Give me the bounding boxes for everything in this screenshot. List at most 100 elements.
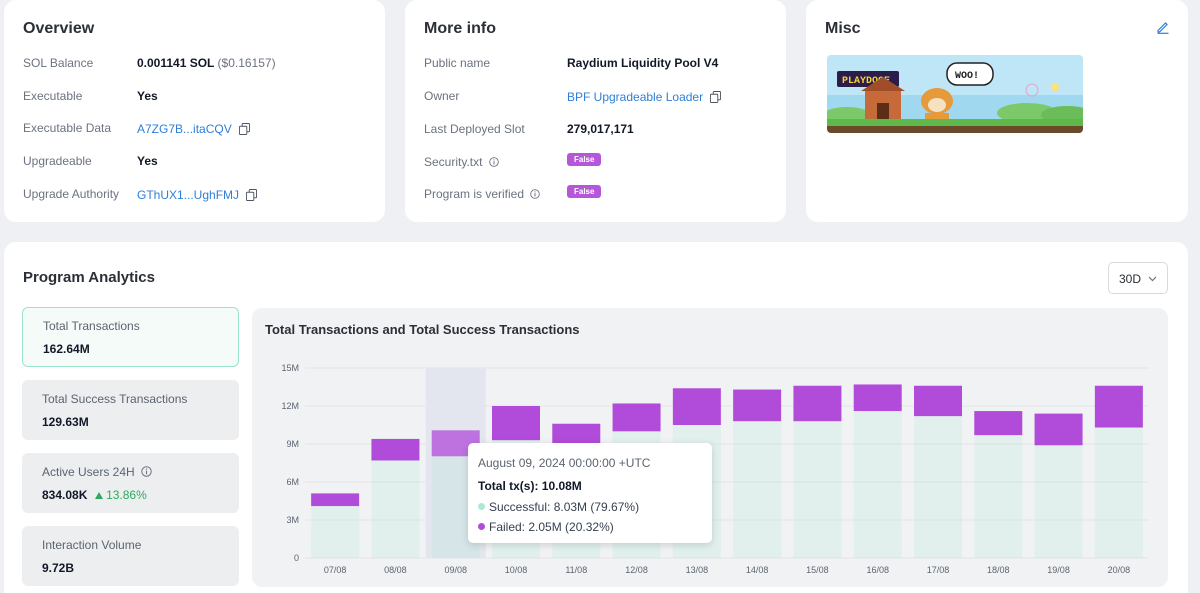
tooltip-date: August 09, 2024 00:00:00 +UTC [478, 456, 651, 470]
bar-successful [311, 506, 360, 558]
owner-value: BPF Upgradeable Loader [567, 90, 722, 104]
time-range-dropdown[interactable]: 30D [1108, 262, 1168, 294]
stat-value: 129.63M [42, 415, 89, 429]
transactions-chart-panel: Total Transactions and Total Success Tra… [252, 308, 1168, 587]
copy-icon[interactable] [710, 91, 722, 103]
x-tick-label: 18/08 [987, 565, 1010, 575]
owner-link[interactable]: BPF Upgradeable Loader [567, 90, 704, 104]
bar-failed [733, 389, 782, 422]
executable-label: Executable [23, 89, 83, 103]
y-tick-label: 9M [286, 439, 299, 449]
x-tick-label: 07/08 [324, 565, 347, 575]
y-tick-label: 0 [294, 553, 299, 563]
more-info-title: More info [424, 20, 496, 37]
stat-label: Interaction Volume [42, 538, 142, 552]
stat-active-users-24h[interactable]: Active Users 24H 834.08K 13.86% [22, 453, 239, 513]
bar-successful [974, 435, 1023, 558]
copy-icon[interactable] [239, 123, 251, 135]
bar-successful [914, 416, 962, 558]
program-verified-label: Program is verified [424, 187, 541, 201]
edit-icon[interactable] [1156, 20, 1170, 34]
tooltip-failed: Failed: 2.05M (20.32%) [478, 520, 614, 534]
last-deployed-slot-label: Last Deployed Slot [424, 122, 525, 136]
executable-data-value: A7ZG7B...itaCQV [137, 122, 251, 136]
tooltip-total: Total tx(s): 10.08M [478, 479, 582, 493]
x-tick-label: 09/08 [444, 565, 467, 575]
upgrade-authority-label: Upgrade Authority [23, 187, 120, 201]
bar-successful [733, 421, 782, 558]
bar-failed [1034, 413, 1083, 446]
misc-card: Misc PLAYDOGE WOO! [806, 0, 1188, 222]
bar-successful [853, 411, 902, 558]
executable-value: Yes [137, 89, 158, 103]
y-tick-label: 15M [281, 363, 299, 373]
bar-failed [371, 438, 420, 461]
x-tick-label: 10/08 [505, 565, 528, 575]
sol-balance-amount: 0.001141 SOL [137, 56, 215, 70]
stat-label: Total Transactions [43, 319, 140, 333]
x-tick-label: 20/08 [1108, 565, 1131, 575]
bar-failed [612, 403, 661, 432]
triangle-up-icon [94, 492, 103, 499]
chart-title: Total Transactions and Total Success Tra… [265, 322, 580, 337]
more-info-card: More info Public name Raydium Liquidity … [405, 0, 786, 222]
info-icon[interactable] [141, 466, 152, 477]
info-icon[interactable] [530, 189, 541, 199]
public-name-label: Public name [424, 56, 491, 70]
bar-failed [853, 384, 902, 412]
stat-label: Active Users 24H [42, 465, 135, 479]
sol-balance-label: SOL Balance [23, 56, 94, 70]
x-tick-label: 12/08 [625, 565, 648, 575]
x-tick-label: 17/08 [927, 565, 950, 575]
info-icon[interactable] [489, 157, 499, 167]
bar-failed [311, 493, 360, 507]
overview-title: Overview [23, 20, 95, 37]
overview-card: Overview SOL Balance 0.001141 SOL ($0.16… [4, 0, 385, 222]
playdoge-banner-image[interactable]: PLAYDOGE WOO! [827, 55, 1083, 133]
stat-value: 9.72B [42, 561, 75, 575]
x-tick-label: 11/08 [565, 565, 587, 575]
security-txt-label: Security.txt [424, 155, 499, 169]
program-analytics-title: Program Analytics [23, 269, 155, 286]
upgrade-authority-value: GThUX1...UghFMJ [137, 188, 258, 202]
y-tick-label: 12M [281, 401, 299, 411]
delta-up: 13.86% [94, 488, 147, 502]
stat-label-wrap: Active Users 24H [42, 465, 152, 479]
x-tick-label: 15/08 [806, 565, 829, 575]
public-name-value: Raydium Liquidity Pool V4 [567, 56, 719, 70]
upgrade-authority-link[interactable]: GThUX1...UghFMJ [137, 188, 240, 202]
woo-bubble-text: WOO! [955, 71, 979, 82]
stat-value: 162.64M [43, 342, 90, 356]
upgradeable-label: Upgradeable [23, 154, 92, 168]
security-txt-badge: False [567, 153, 602, 166]
playdoge-logo-text: PLAYDOGE [842, 76, 890, 87]
tooltip-successful-text: Successful: 8.03M (79.67%) [489, 500, 640, 514]
copy-icon[interactable] [246, 189, 258, 201]
stat-total-transactions[interactable]: Total Transactions 162.64M [22, 307, 239, 367]
delta-value: 13.86% [106, 488, 147, 502]
tooltip-successful: Successful: 8.03M (79.67%) [478, 500, 639, 514]
bar-successful [793, 421, 842, 558]
success-dot [478, 503, 485, 510]
tooltip-failed-text: Failed: 2.05M (20.32%) [489, 520, 614, 534]
sol-balance-usd: ($0.16157) [217, 56, 276, 70]
bar-failed [552, 423, 601, 446]
stat-value-wrap: 834.08K 13.86% [42, 488, 147, 502]
bar-successful [1094, 427, 1143, 558]
owner-label: Owner [424, 89, 460, 103]
last-deployed-slot-value: 279,017,171 [567, 122, 634, 136]
executable-data-link[interactable]: A7ZG7B...itaCQV [137, 122, 232, 136]
time-range-value: 30D [1119, 272, 1142, 286]
failed-dot [478, 523, 485, 530]
chevron-down-icon [1148, 276, 1157, 282]
bar-successful [1034, 445, 1083, 558]
bar-failed [974, 411, 1023, 436]
executable-data-label: Executable Data [23, 121, 112, 135]
stat-interaction-volume[interactable]: Interaction Volume 9.72B [22, 526, 239, 586]
stat-value: 834.08K [42, 488, 88, 502]
security-txt-text: Security.txt [424, 155, 483, 169]
stat-total-success-transactions[interactable]: Total Success Transactions 129.63M [22, 380, 239, 440]
upgradeable-value: Yes [137, 154, 158, 168]
y-tick-label: 3M [286, 515, 299, 525]
x-tick-label: 13/08 [686, 565, 709, 575]
